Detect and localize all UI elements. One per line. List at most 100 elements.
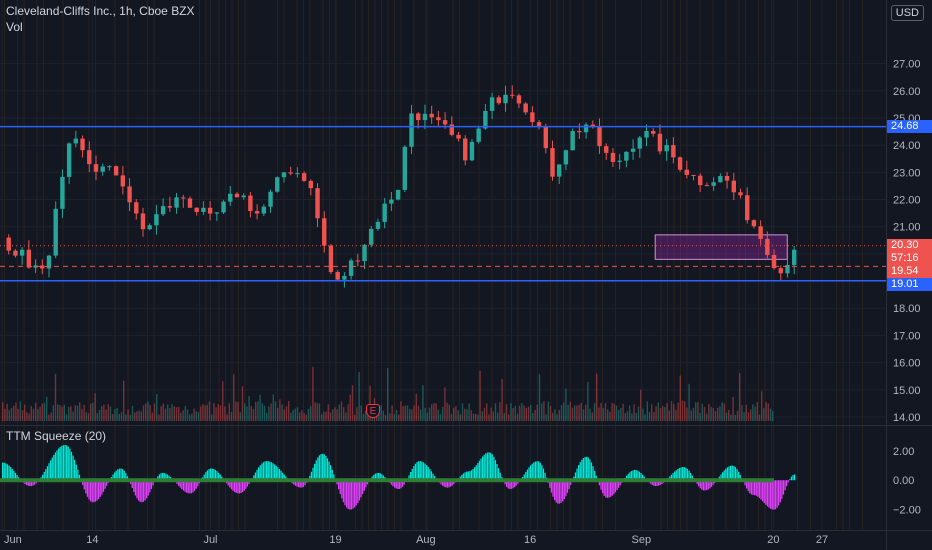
volume-bar bbox=[162, 403, 164, 421]
squeeze-bar bbox=[362, 480, 364, 495]
squeeze-bar bbox=[299, 480, 301, 488]
session-stripe bbox=[797, 0, 798, 530]
volume-bar bbox=[406, 405, 409, 421]
session-stripe bbox=[296, 0, 298, 530]
squeeze-bar bbox=[677, 468, 679, 481]
volume-bar bbox=[246, 406, 248, 421]
squeeze-bar bbox=[510, 480, 513, 489]
volume-bar bbox=[325, 411, 327, 421]
volume-bar bbox=[589, 408, 591, 421]
squeeze-bar bbox=[701, 480, 703, 490]
volume-bar bbox=[345, 412, 347, 421]
volume-bar bbox=[26, 412, 28, 421]
time-tick-label: Aug bbox=[416, 534, 436, 546]
indicator-label[interactable]: TTM Squeeze (20) bbox=[6, 429, 107, 443]
squeeze-bar bbox=[394, 480, 396, 488]
squeeze-bar bbox=[166, 474, 169, 481]
volume-bar bbox=[739, 373, 741, 421]
earnings-marker[interactable]: E bbox=[366, 404, 380, 418]
volume-bar bbox=[736, 410, 739, 421]
volume-bar bbox=[681, 400, 684, 421]
session-stripe bbox=[23, 0, 25, 530]
squeeze-bar bbox=[168, 475, 170, 481]
squeeze-bar bbox=[746, 480, 748, 489]
time-tick-label: 19 bbox=[329, 534, 341, 546]
squeeze-bar bbox=[416, 462, 418, 481]
volume-bar bbox=[488, 414, 490, 421]
squeeze-bar bbox=[472, 469, 474, 481]
squeeze-bar bbox=[230, 480, 233, 490]
squeeze-bar bbox=[147, 480, 149, 496]
candle-body bbox=[120, 175, 126, 187]
squeeze-bar bbox=[442, 480, 444, 486]
squeeze-bar bbox=[355, 480, 357, 506]
price-tick-label: 16.00 bbox=[893, 358, 921, 370]
candle-body bbox=[563, 150, 569, 165]
session-stripe bbox=[147, 0, 148, 530]
volume-bar bbox=[79, 402, 81, 421]
candle-body bbox=[785, 264, 790, 274]
volume-bar bbox=[668, 410, 670, 421]
session-stripe bbox=[478, 0, 480, 530]
squeeze-bar bbox=[514, 480, 516, 488]
squeeze-bar bbox=[566, 480, 569, 493]
candle-body bbox=[657, 133, 663, 152]
squeeze-bar bbox=[786, 480, 788, 487]
volume-bar bbox=[30, 406, 32, 421]
volume-bar bbox=[283, 409, 285, 421]
candle-body bbox=[33, 265, 38, 268]
squeeze-bar bbox=[422, 462, 425, 481]
squeeze-bar bbox=[488, 452, 490, 481]
squeeze-bar bbox=[342, 480, 345, 503]
squeeze-bar bbox=[338, 480, 340, 490]
volume-bar bbox=[439, 413, 442, 421]
squeeze-bar bbox=[237, 480, 239, 494]
volume-bar bbox=[120, 412, 123, 421]
candle-body bbox=[268, 191, 273, 207]
time-axis: Jun 14 Jul 19 Aug 16 Sep 20 27 bbox=[4, 534, 828, 546]
squeeze-bar bbox=[749, 480, 751, 494]
candle-body bbox=[93, 164, 99, 172]
squeeze-bar bbox=[194, 480, 196, 491]
volume-bar bbox=[382, 410, 384, 421]
squeeze-bar bbox=[672, 473, 674, 481]
volume-bar bbox=[747, 412, 750, 421]
squeeze-bar bbox=[491, 454, 493, 481]
squeeze-bar bbox=[598, 480, 601, 486]
squeeze-tick-label: 2.00 bbox=[893, 446, 914, 458]
squeeze-bar bbox=[133, 480, 135, 492]
candle-body bbox=[698, 175, 703, 186]
volume-bar bbox=[274, 401, 277, 421]
candle-body bbox=[46, 255, 52, 269]
squeeze-bar bbox=[245, 480, 247, 489]
volume-bar bbox=[46, 396, 48, 421]
squeeze-bar bbox=[379, 473, 381, 481]
volume-bar bbox=[323, 411, 325, 421]
squeeze-bar bbox=[213, 469, 215, 481]
volume-bar bbox=[404, 405, 406, 421]
volume-bar bbox=[499, 402, 501, 421]
squeeze-bar bbox=[344, 480, 346, 506]
time-tick-label: 20 bbox=[767, 534, 779, 546]
volume-bar bbox=[563, 402, 565, 421]
candle-body bbox=[630, 148, 636, 152]
squeeze-bar bbox=[322, 453, 324, 481]
candle-body bbox=[214, 212, 220, 214]
squeeze-bar bbox=[184, 480, 186, 492]
squeeze-bar bbox=[11, 468, 13, 481]
squeeze-bar bbox=[443, 480, 445, 487]
volume-bar bbox=[574, 405, 576, 421]
candle-body bbox=[315, 188, 320, 219]
candle-body bbox=[301, 173, 307, 181]
candle-body bbox=[597, 127, 602, 147]
volume-bar bbox=[37, 408, 39, 421]
session-stripe bbox=[569, 0, 571, 530]
currency-button[interactable]: USD bbox=[890, 5, 924, 21]
squeeze-bar bbox=[562, 480, 564, 502]
squeeze-bar bbox=[771, 480, 773, 510]
squeeze-bar bbox=[54, 452, 57, 481]
squeeze-bar bbox=[445, 480, 447, 488]
squeeze-bar bbox=[498, 468, 500, 481]
volume-bar bbox=[347, 404, 349, 421]
